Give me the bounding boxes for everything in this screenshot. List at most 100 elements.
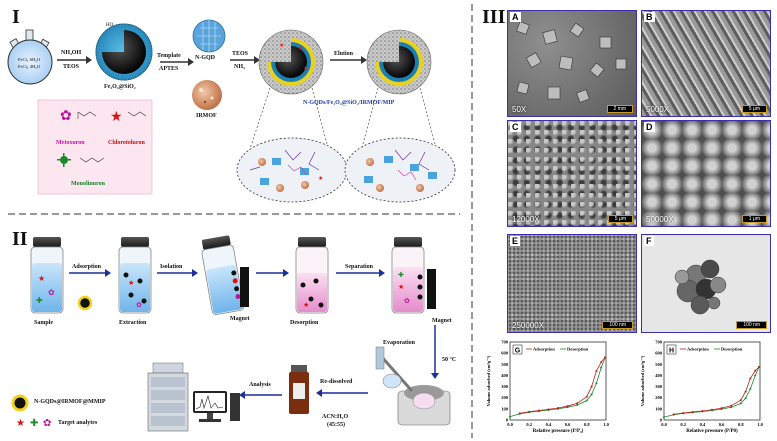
section-divider-v xyxy=(471,4,473,438)
svg-text:★: ★ xyxy=(303,65,308,72)
bet-xlabel-G: Relative pressure (P/P₀) xyxy=(533,429,584,434)
bet-desorption-H-point xyxy=(739,399,742,402)
legend-targets-label: Target analytes xyxy=(58,420,98,426)
vial-extraction: ★✿ xyxy=(118,237,152,314)
bet-tag-H: H xyxy=(669,348,674,355)
bet-ytick-H: 500 xyxy=(655,362,663,367)
bet-adsorption-H-point xyxy=(749,387,752,390)
step2-reagent-bottom: APTES xyxy=(159,66,179,72)
step3-reagent-bottom: NH₃ xyxy=(234,64,245,70)
svg-text:✿: ✿ xyxy=(48,288,55,297)
adsorbent-particle xyxy=(77,295,93,311)
bet-desorption-H-point xyxy=(730,404,733,407)
label-evaporation: Evaporation xyxy=(383,340,416,346)
bet-adsorption-H-point xyxy=(730,406,733,409)
bet-legend-des-H: Desorption xyxy=(721,347,743,352)
step1-reagent-top: NH₄OH xyxy=(61,50,82,56)
bet-adsorption-G-point xyxy=(585,399,588,402)
ngqd-sheet xyxy=(192,19,226,53)
bet-desorption-G-point xyxy=(528,410,531,413)
elution-label: Elution xyxy=(334,51,354,57)
mip-particle-eluted xyxy=(366,29,432,95)
bet-ytick-G: 600 xyxy=(501,351,509,356)
label-extraction: Extraction xyxy=(119,320,147,326)
sem-tag-b: B xyxy=(644,12,655,22)
sem-scale-a: 2 mm xyxy=(606,105,633,113)
reaction-flask xyxy=(7,29,53,85)
bet-desorption-H-point xyxy=(749,377,752,380)
panel-label-II: II xyxy=(12,228,28,250)
bet-adsorption-H-point xyxy=(754,374,757,377)
ngqd-label: N-GQD xyxy=(195,55,215,61)
bet-xtick-H: 0.2 xyxy=(680,422,686,427)
bet-desorption-G-point xyxy=(576,402,579,405)
step2-reagent-top: Template xyxy=(157,53,181,59)
label-separation: Separation xyxy=(345,264,374,270)
vial-separation: ★✿ ✚ xyxy=(391,237,425,314)
bet-xtick-G: 0.8 xyxy=(584,422,590,427)
sem-mag-e: 250000X xyxy=(512,321,545,330)
core-label: Fe₃O₄@SiO₂ xyxy=(104,84,136,90)
bet-desorption-H-point xyxy=(758,365,761,368)
label-redissolved: Re-dissolved xyxy=(320,379,353,385)
sem-tag-e: E xyxy=(510,236,521,246)
bet-adsorption-G-point xyxy=(600,366,603,369)
bet-xlabel-H: Relative pressure (P/P0) xyxy=(686,429,738,434)
bet-ytick-G: 700 xyxy=(501,340,509,345)
bet-ylabel-H: Volume adsorbed (cm³g⁻¹) xyxy=(640,355,645,406)
bet-tagbox-H xyxy=(666,344,677,355)
step1-reagent-bottom: TEOS xyxy=(63,64,80,70)
sem-mag-d: 50000X xyxy=(646,215,674,224)
bet-xtick-G: 0.4 xyxy=(546,422,552,427)
mip-particle-templated: ★ ★ ★ xyxy=(258,29,324,95)
panel-label-I: I xyxy=(12,6,20,28)
analyte-box xyxy=(37,99,153,195)
bet-xtick-G: 0.0 xyxy=(507,422,513,427)
bet-desorption-H-point xyxy=(720,407,723,410)
magnet-block-1 xyxy=(240,267,249,307)
sem-scale-c: 5 μm xyxy=(607,215,633,223)
sem-mag-a: 50X xyxy=(512,105,527,114)
bet-desorption-H-point xyxy=(744,390,747,393)
analyte-monolinuron: Monolinuron xyxy=(71,181,105,187)
bet-adsorption-H-point xyxy=(663,416,665,419)
svg-text:★: ★ xyxy=(298,45,303,52)
vial-isolation xyxy=(201,235,245,315)
bet-ytick-H: 200 xyxy=(655,395,663,400)
svg-text:✚: ✚ xyxy=(398,271,404,279)
label-sample: Sample xyxy=(34,320,54,326)
legend-cross-icon: ✚ xyxy=(30,418,38,429)
bet-desorption-G-point xyxy=(585,395,588,398)
svg-text:✚: ✚ xyxy=(36,296,43,305)
bet-ylabel-G: Volume adsorbed (cm³g⁻¹) xyxy=(486,355,491,406)
bet-xtick-H: 0.6 xyxy=(719,422,725,427)
sem-tag-d: D xyxy=(644,122,655,132)
bet-ytick-H: 700 xyxy=(655,340,663,345)
bet-desorption-H-point xyxy=(672,413,675,416)
svg-text:★: ★ xyxy=(110,110,123,125)
sem-mag-c: 12000X xyxy=(512,215,540,224)
sem-image-d: D 50000X 1 μm xyxy=(641,120,771,227)
label-isolation: Isolation xyxy=(160,264,183,270)
svg-text:★: ★ xyxy=(318,175,323,182)
sem-mag-b: 5000X xyxy=(646,105,670,114)
bet-xtick-G: 0.2 xyxy=(526,422,532,427)
vial-desorption: ★ xyxy=(295,237,329,314)
label-magnet-1: Magnet xyxy=(230,316,250,322)
bet-desorption-H xyxy=(673,366,760,415)
bet-ytick-G: 100 xyxy=(501,406,509,411)
bet-desorption-G-point xyxy=(557,406,559,409)
bet-xtick-G: 0.6 xyxy=(565,422,571,427)
bet-xtick-H: 0.0 xyxy=(661,422,667,427)
svg-text:★: ★ xyxy=(303,301,309,309)
analyte-metoxuron: Metoxuron xyxy=(56,140,85,146)
bet-ytick-G: 0 xyxy=(506,418,509,423)
sem-tag-a: A xyxy=(510,12,521,22)
bet-ytick-H: 300 xyxy=(655,384,663,389)
sem-scale-d: 1 μm xyxy=(741,215,767,223)
bet-xtick-H: 0.4 xyxy=(700,422,706,427)
tem-scale-f: 100 nm xyxy=(736,321,767,329)
bet-axes-H xyxy=(663,341,761,421)
label-solvent: ACN:H₂O xyxy=(322,414,349,420)
bet-desorption-G-point xyxy=(537,409,540,412)
